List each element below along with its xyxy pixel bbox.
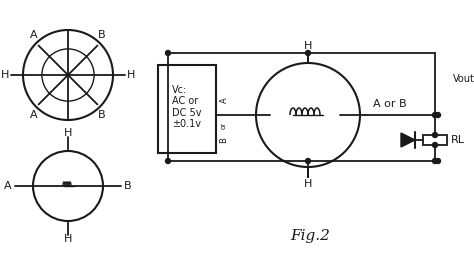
Text: A: A — [30, 110, 38, 120]
Bar — [72, 181, 82, 191]
Text: H: H — [304, 41, 312, 51]
Circle shape — [256, 63, 360, 167]
Text: Vout: Vout — [453, 74, 474, 84]
Text: Fig.2: Fig.2 — [290, 229, 330, 243]
Text: A: A — [30, 30, 38, 40]
Circle shape — [306, 51, 310, 55]
Text: B: B — [124, 181, 132, 191]
Circle shape — [23, 30, 113, 120]
Bar — [54, 181, 64, 191]
Circle shape — [436, 112, 440, 117]
Circle shape — [432, 158, 438, 164]
Text: RL: RL — [451, 135, 465, 145]
Text: B: B — [98, 110, 106, 120]
Circle shape — [432, 112, 438, 117]
Circle shape — [432, 142, 438, 148]
Text: A: A — [4, 181, 12, 191]
Circle shape — [432, 133, 438, 138]
Text: H: H — [127, 70, 135, 80]
Text: H: H — [64, 128, 72, 138]
Text: A: A — [219, 97, 228, 103]
Polygon shape — [401, 133, 415, 147]
Bar — [326, 105, 340, 125]
Text: H: H — [64, 234, 72, 244]
Circle shape — [165, 51, 171, 55]
Circle shape — [33, 151, 103, 221]
Circle shape — [165, 158, 171, 164]
Text: B: B — [219, 137, 228, 143]
Circle shape — [436, 158, 440, 164]
Circle shape — [42, 49, 94, 101]
Bar — [158, 65, 216, 153]
Bar — [270, 105, 284, 125]
Text: A or B: A or B — [373, 99, 407, 109]
Circle shape — [306, 158, 310, 164]
Text: or: or — [221, 122, 227, 128]
Text: B: B — [98, 30, 106, 40]
Text: H: H — [1, 70, 9, 80]
Text: H: H — [304, 179, 312, 189]
Text: Vc:
AC or
DC 5v
±0.1v: Vc: AC or DC 5v ±0.1v — [172, 85, 202, 130]
Bar — [423, 135, 447, 145]
